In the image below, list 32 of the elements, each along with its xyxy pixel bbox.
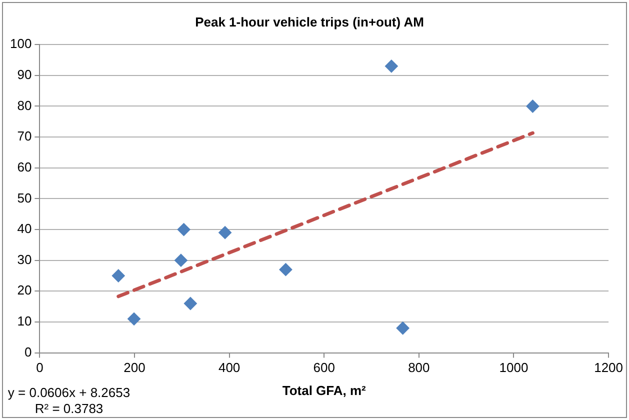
point — [396, 322, 410, 335]
x-tick-label: 400 — [218, 360, 240, 376]
text: y = 0.0606x + 8.2653 — [8, 385, 130, 400]
x-tick-label: 1000 — [499, 360, 528, 376]
y-tick-label: 30 — [17, 252, 32, 267]
point — [184, 296, 197, 310]
point — [384, 60, 398, 73]
point — [279, 263, 292, 276]
chart-title: Peak 1-hour vehicle trips (in+out) AM — [195, 14, 424, 30]
x-tick-label: 1200 — [594, 360, 623, 376]
text: R² = 0.3783 — [34, 401, 104, 416]
point — [177, 223, 190, 236]
y-tick-label: 90 — [17, 67, 32, 82]
x-axis-title: Total GFA, m² — [282, 382, 367, 398]
x-tick-label: 800 — [408, 360, 430, 376]
x-tick-label: 600 — [313, 360, 335, 376]
y-tick-label: 80 — [17, 98, 32, 113]
point — [128, 312, 141, 326]
x-tick-label: 200 — [124, 360, 146, 376]
y-tick-label: 100 — [10, 36, 32, 52]
y-tick-label: 60 — [17, 159, 32, 174]
y-tick-label: 40 — [17, 221, 32, 236]
y-tick-label: 70 — [17, 128, 32, 144]
point — [112, 269, 125, 282]
y-tick-label: 50 — [17, 190, 32, 206]
y-tick-label: 20 — [17, 282, 32, 298]
y-tick-label: 10 — [17, 314, 32, 329]
point — [218, 226, 232, 240]
point — [526, 100, 540, 113]
y-tick-label: 0 — [24, 344, 32, 360]
point — [174, 254, 188, 267]
x-tick-label: 0 — [36, 360, 44, 376]
